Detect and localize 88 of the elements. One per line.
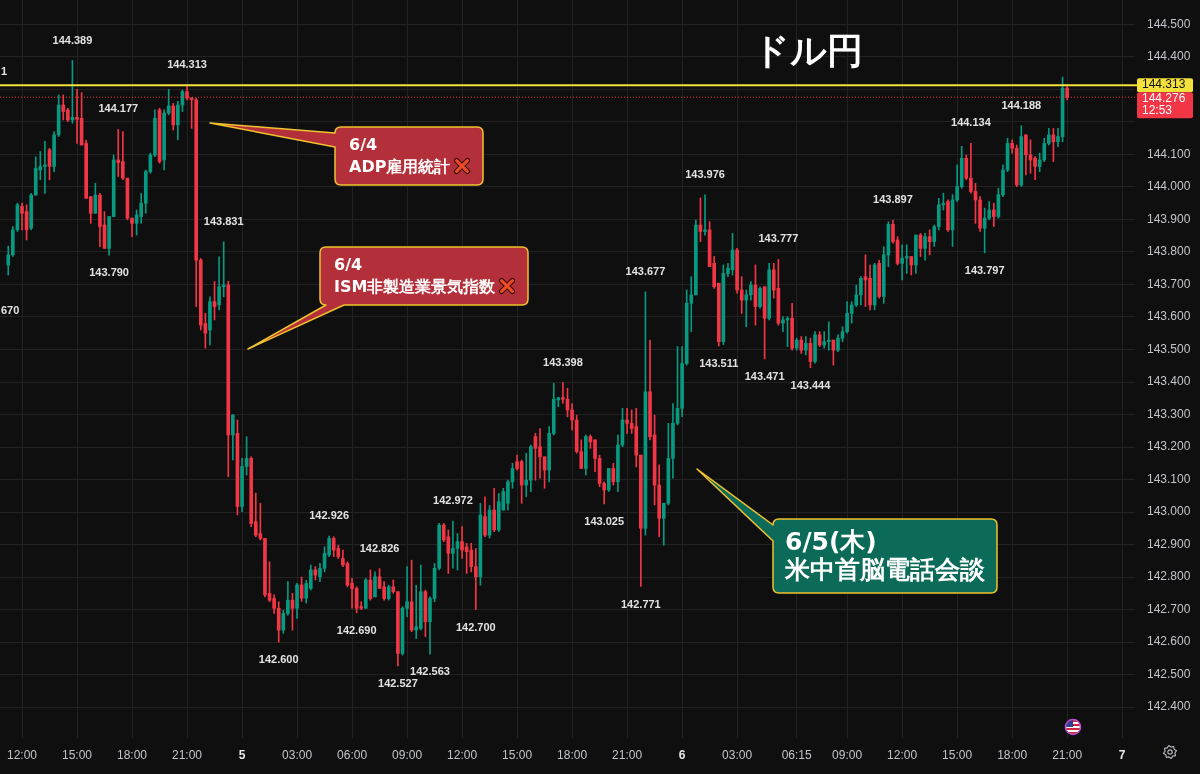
annotation: 143.511 [699, 356, 739, 369]
candlestick [538, 428, 542, 479]
candlestick [744, 289, 749, 328]
x-tick-label: 18:00 [997, 747, 1028, 762]
candlestick [739, 276, 744, 314]
annotation: 143.790 [89, 266, 129, 279]
x-tick-label: 15:00 [942, 747, 973, 762]
y-tick-label: 143.300 [1147, 406, 1191, 421]
ref-line-label: 144.276 12:53 [1142, 91, 1186, 118]
x-tick-label: 06:00 [337, 747, 368, 762]
annotation: 143.025 [584, 514, 625, 527]
annotation: 142.527 [378, 676, 418, 689]
annotation: 6/4 ISM非製造業景気指数 [334, 255, 496, 296]
x-tick-label: 18:00 [117, 747, 148, 762]
y-tick-label: 144.400 [1147, 49, 1191, 64]
ref-line-label: 144.313 [1142, 77, 1186, 92]
annotation: 143.444 [790, 378, 832, 391]
y-tick-label: 143.100 [1147, 471, 1191, 486]
y-tick-label: 142.800 [1147, 569, 1191, 584]
candlestick [826, 321, 831, 351]
annotation: 6/4 ADP雇用統計 [349, 135, 451, 176]
annotation: 143.797 [964, 263, 1005, 276]
x-tick-label: 09:00 [392, 747, 423, 762]
annotation: 143.677 [625, 264, 666, 277]
annotation: 143.976 [685, 167, 725, 180]
x-tick-label: 12:00 [887, 747, 918, 762]
y-tick-label: 144.000 [1147, 179, 1191, 194]
y-tick-label: 143.400 [1147, 374, 1191, 389]
annotation: 143.398 [543, 355, 583, 368]
y-tick-label: 143.900 [1147, 211, 1191, 226]
y-tick-label: 144.100 [1147, 146, 1191, 161]
y-tick-label: 143.800 [1147, 244, 1191, 259]
candlestick [116, 129, 121, 177]
annotation: 143.777 [758, 232, 799, 245]
candlestick [900, 244, 904, 281]
candlestick [904, 244, 909, 274]
candlestick [822, 331, 827, 349]
annotation: 142.690 [336, 623, 377, 636]
y-tick-label: 142.500 [1147, 666, 1191, 681]
y-tick-label: 142.400 [1147, 699, 1191, 714]
x-tick-label: 09:00 [832, 747, 863, 762]
y-tick-label: 142.600 [1147, 634, 1191, 649]
candlestick [473, 548, 478, 610]
annotation: 143.471 [744, 369, 785, 382]
candlestick [703, 194, 707, 236]
y-tick-label: 143.700 [1147, 276, 1191, 291]
annotation: 143.831 [203, 214, 244, 227]
x-tick-label: 21:00 [612, 747, 643, 762]
annotation: 143.897 [873, 193, 913, 206]
y-tick-label: 143.000 [1147, 504, 1191, 519]
x-tick-label: 06:15 [781, 747, 813, 762]
x-tick-label: 12:00 [6, 747, 38, 762]
annotation: 6/5(木) 米中首脳電話会談 [785, 527, 985, 584]
x-tick-label: 03:00 [282, 747, 313, 762]
annotation: 144.177 [98, 102, 139, 115]
annotation: 142.826 [359, 541, 400, 554]
x-tick-label: 21:00 [1052, 747, 1083, 762]
x-tick-label: 03:00 [722, 747, 753, 762]
x-tick-label: 7 [1118, 747, 1126, 762]
annotation: 144.313 [167, 58, 207, 71]
annotation: 670 [1, 304, 20, 317]
candlestick [451, 520, 455, 569]
x-tick-label: 15:00 [62, 747, 93, 762]
x-tick-label: 6 [678, 747, 686, 762]
annotation: 142.771 [620, 597, 661, 610]
annotation: 144.134 [951, 116, 992, 129]
y-tick-label: 142.700 [1147, 601, 1191, 616]
annotation: 142.563 [410, 665, 450, 678]
annotation: 144.188 [1001, 98, 1042, 111]
annotation: 142.926 [309, 509, 350, 522]
x-tick-label: 15:00 [502, 747, 533, 762]
annotation: 1 [1, 65, 8, 78]
y-tick-label: 144.500 [1147, 16, 1191, 31]
y-tick-label: 143.200 [1147, 439, 1191, 454]
x-tick-label: 21:00 [172, 747, 203, 762]
annotation: 142.700 [455, 620, 496, 633]
x-tick-label: 12:00 [447, 747, 478, 762]
annotation: 142.972 [433, 494, 473, 507]
candlestick [414, 584, 419, 639]
y-tick-label: 142.900 [1147, 536, 1191, 551]
text: ドル円 [753, 29, 863, 73]
annotation: 142.600 [258, 653, 299, 666]
annotation: 144.389 [52, 33, 93, 46]
y-tick-label: 143.600 [1147, 309, 1191, 324]
x-tick-label: 5 [238, 747, 246, 762]
y-tick-label: 143.500 [1147, 341, 1191, 356]
candlestick [43, 141, 47, 194]
x-tick-label: 18:00 [557, 747, 588, 762]
